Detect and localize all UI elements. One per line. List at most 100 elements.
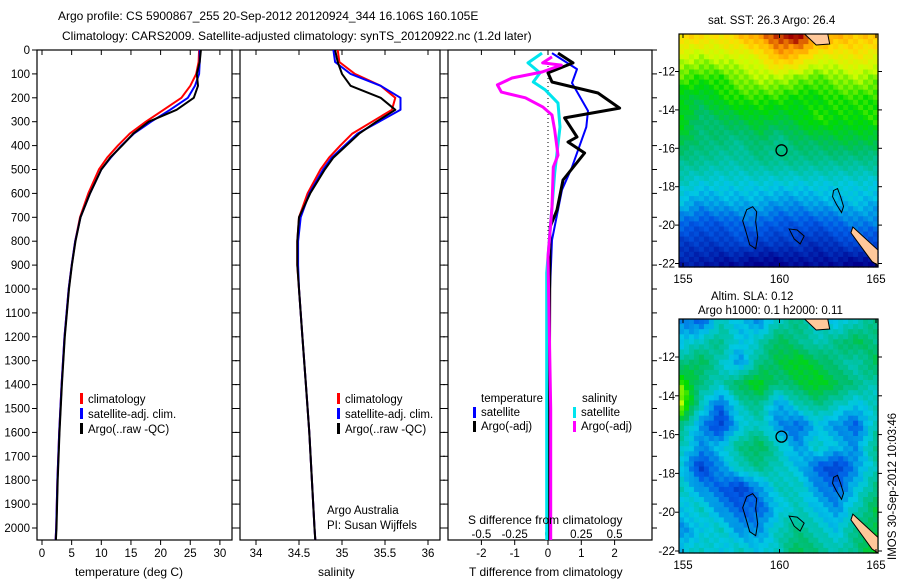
heatmap-cell [848,59,854,65]
heatmap-cell [823,375,829,381]
heatmap-cell [788,44,795,50]
heatmap-cell [783,349,790,356]
heatmap-cell [718,369,725,376]
heatmap-cell [823,380,829,386]
difference-line-3 [495,55,563,540]
heatmap-cell [713,34,720,40]
heatmap-cell [788,140,795,147]
heatmap-cell [698,446,705,452]
heatmap-cell [763,191,770,197]
heatmap-cell [833,44,839,50]
heatmap-cell [738,532,745,539]
heatmap-cell [689,241,695,248]
heatmap-cell [708,120,715,126]
heatmap-cell [723,415,730,422]
heatmap-cell [684,94,690,101]
heatmap-cell [684,44,690,50]
heatmap-cell [793,532,799,539]
heatmap-cell [708,334,715,340]
heatmap-cell [823,201,829,207]
heatmap-cell [723,497,730,503]
heatmap-cell [833,349,839,356]
heatmap-cell [728,512,735,518]
heatmap-cell [793,461,799,468]
heatmap-cell [679,410,685,417]
heatmap-cell [718,44,725,50]
heatmap-cell [818,492,824,498]
heatmap-cell [863,160,869,167]
heatmap-cell [823,349,829,356]
heatmap-cell [808,256,814,263]
heatmap-cell [843,104,849,111]
heatmap-cell [713,165,720,172]
heatmap-cell [778,221,785,228]
heatmap-cell [684,471,690,478]
heatmap-cell [743,206,750,212]
heatmap-cell [718,115,725,121]
heatmap-cell [708,385,715,391]
heatmap-cell [738,446,745,452]
heatmap-cell [863,385,869,391]
heatmap-cell [848,522,854,529]
heatmap-cell [748,150,755,157]
heatmap-cell [843,497,849,503]
heatmap-cell [828,54,834,60]
heatmap-cell [738,79,745,86]
heatmap-cell [853,206,859,212]
heatmap-cell [768,226,775,233]
heatmap-cell [773,160,780,167]
heatmap-cell [818,246,824,253]
heatmap-cell [823,410,829,417]
t-diff-xlabel: T difference from climatology [469,565,623,579]
heatmap-cell [798,420,804,427]
heatmap-cell [763,104,770,111]
heatmap-cell [743,461,750,468]
heatmap-cell [718,334,725,340]
heatmap-cell [813,385,819,391]
heatmap-cell [693,334,700,340]
heatmap-cell [689,39,695,45]
heatmap-cell [684,231,690,238]
heatmap-cell [708,130,715,136]
heatmap-cell [733,385,740,391]
heatmap-cell [679,451,685,457]
heatmap-cell [813,532,819,539]
heatmap-cell [718,349,725,356]
heatmap-cell [708,324,715,330]
heatmap-cell [783,542,790,549]
heatmap-cell [679,89,685,96]
heatmap-cell [718,160,725,167]
heatmap-cell [868,175,874,182]
heatmap-cell [803,471,809,478]
heatmap-cell [679,150,685,157]
heatmap-cell [788,349,795,356]
heatmap-cell [793,180,799,187]
heatmap-cell [788,89,795,96]
heatmap-cell [868,64,874,71]
heatmap-cell [843,486,849,493]
salinity-panel: 34 34.5 35 35.5 36 [235,49,445,560]
heatmap-cell [738,420,745,427]
heatmap-cell [679,170,685,177]
heatmap-cell [753,369,760,376]
heatmap-cell [838,405,844,412]
heatmap-cell [873,145,879,152]
heatmap-cell [833,420,839,427]
heatmap-cell [868,502,874,508]
heatmap-cell [798,390,804,396]
heatmap-cell [703,196,710,202]
heatmap-cell [773,461,780,468]
heatmap-cell [823,211,829,217]
heatmap-cell [768,261,775,268]
heatmap-cell [793,206,799,212]
heatmap-cell [703,415,710,422]
heatmap-cell [843,160,849,167]
heatmap-cell [808,430,814,437]
heatmap-cell [723,89,730,96]
heatmap-cell [813,522,819,529]
heatmap-cell [783,522,790,529]
heatmap-cell [743,236,750,243]
heatmap-cell [858,512,864,518]
heatmap-cell [748,451,755,457]
